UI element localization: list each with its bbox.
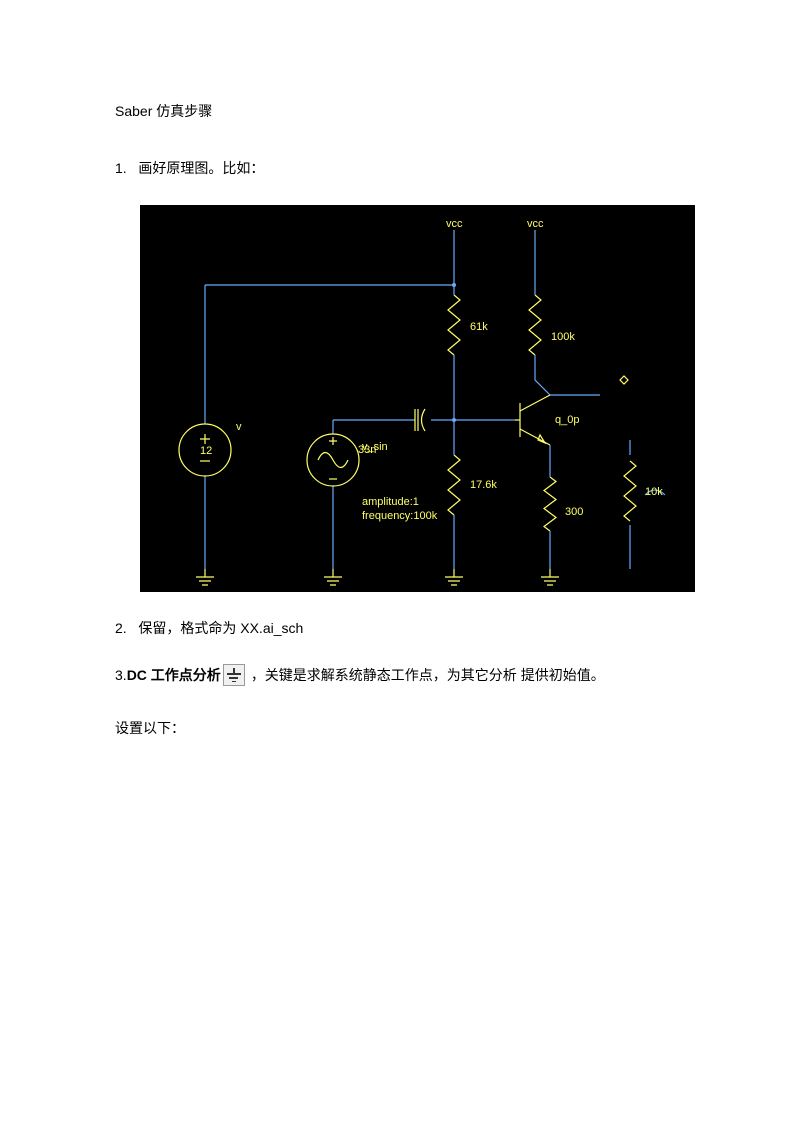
step-3: 3.DC 工作点分析 ，关键是求解系统静态工作点，为其它分析 提供初始值。 (115, 664, 678, 686)
svg-text:12: 12 (200, 445, 212, 457)
svg-text:33n: 33n (358, 444, 376, 456)
step-1: 1. 画好原理图。比如： (115, 157, 678, 179)
step-1-num: 1. (115, 160, 127, 176)
svg-text:q_0p: q_0p (555, 414, 579, 426)
svg-text:17.6k: 17.6k (470, 479, 497, 491)
step-3-num: 3. (115, 664, 127, 686)
settings-label: 设置以下： (115, 717, 678, 739)
step-1-text: 画好原理图。比如： (138, 160, 264, 176)
svg-text:amplitude:1: amplitude:1 (362, 496, 419, 508)
svg-text:61k: 61k (470, 321, 488, 333)
svg-text:v: v (236, 421, 242, 433)
svg-text:vcc: vcc (446, 218, 463, 230)
svg-text:100k: 100k (551, 331, 575, 343)
step-2-text: 保留，格式命为 XX.ai_sch (138, 620, 303, 636)
step-2: 2. 保留，格式命为 XX.ai_sch (115, 617, 678, 639)
svg-text:frequency:100k: frequency:100k (362, 510, 438, 522)
step-2-num: 2. (115, 620, 127, 636)
svg-text:300: 300 (565, 506, 583, 518)
step-3-bold: DC 工作点分析 (127, 664, 221, 686)
page-title: Saber 仿真步骤 (115, 100, 678, 122)
dc-analysis-icon (223, 664, 245, 686)
step-3-rest: ，关键是求解系统静态工作点，为其它分析 提供初始值。 (251, 664, 605, 686)
svg-text:10k: 10k (645, 486, 663, 498)
schematic-image: 12vv_sinamplitude:1frequency:100k33n61k1… (140, 205, 695, 592)
svg-text:vcc: vcc (527, 218, 544, 230)
